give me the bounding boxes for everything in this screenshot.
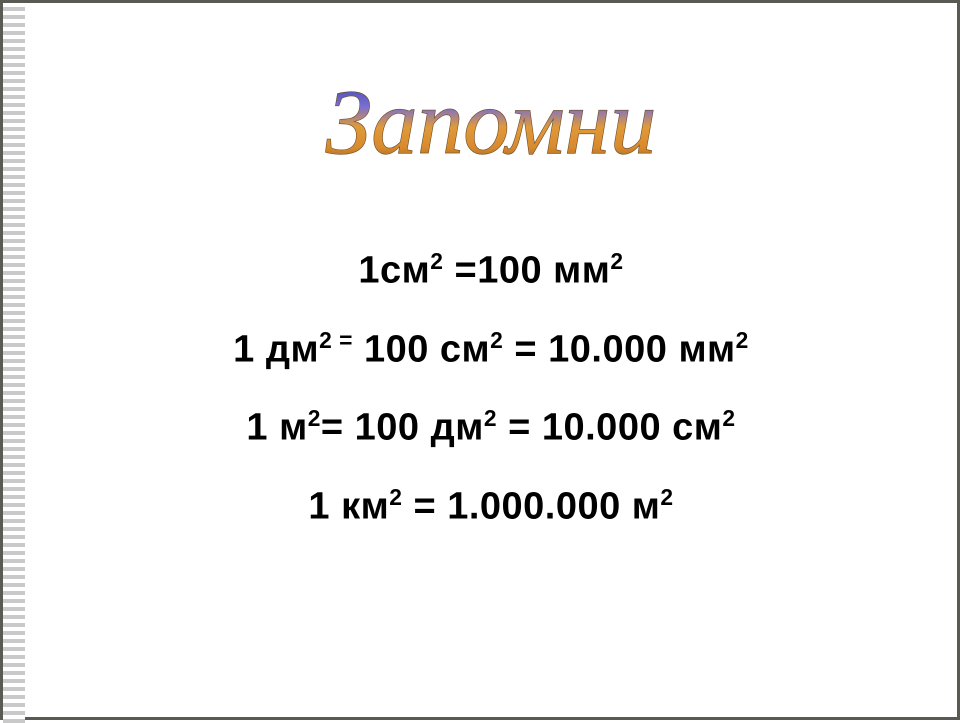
txt: 1 м [246, 407, 307, 449]
sup: 2 [660, 484, 673, 510]
formula-block: 1см2 =100 мм2 1 дм2 = 100 см2 = 10.000 м… [25, 248, 957, 529]
txt: 1 дм [233, 328, 319, 370]
line-4: 1 км2 = 1.000.000 м2 [25, 484, 957, 529]
txt: 1см [358, 250, 430, 292]
title: Запомни [25, 63, 957, 188]
sup: 2 [484, 405, 497, 431]
txt: = 100 дм [321, 407, 484, 449]
title-text: Запомни [326, 71, 656, 173]
slide-frame: Запомни 1см2 =100 мм2 1 дм2 = 100 см2 = … [0, 0, 960, 720]
sup: 2 [389, 484, 402, 510]
sup: 2 [736, 327, 749, 353]
txt: 1 км [308, 486, 389, 528]
sup-eq: 2 = [319, 327, 353, 353]
line-1: 1см2 =100 мм2 [25, 248, 957, 293]
txt: 100 см [364, 328, 490, 370]
sup: 2 [430, 248, 443, 274]
left-stripe [3, 3, 25, 723]
txt: = 10.000 см [497, 407, 722, 449]
title-svg: Запомни [281, 63, 701, 183]
txt: = 10.000 мм [503, 328, 735, 370]
sup: 2 [490, 327, 503, 353]
sup: 2 [722, 405, 735, 431]
txt: =100 мм [443, 250, 610, 292]
line-3: 1 м2= 100 дм2 = 10.000 см2 [25, 405, 957, 450]
content-area: Запомни 1см2 =100 мм2 1 дм2 = 100 см2 = … [25, 3, 957, 717]
sup: 2 [610, 248, 623, 274]
sup: 2 [308, 405, 321, 431]
line-2: 1 дм2 = 100 см2 = 10.000 мм2 [25, 327, 957, 372]
txt: = 1.000.000 м [402, 486, 660, 528]
